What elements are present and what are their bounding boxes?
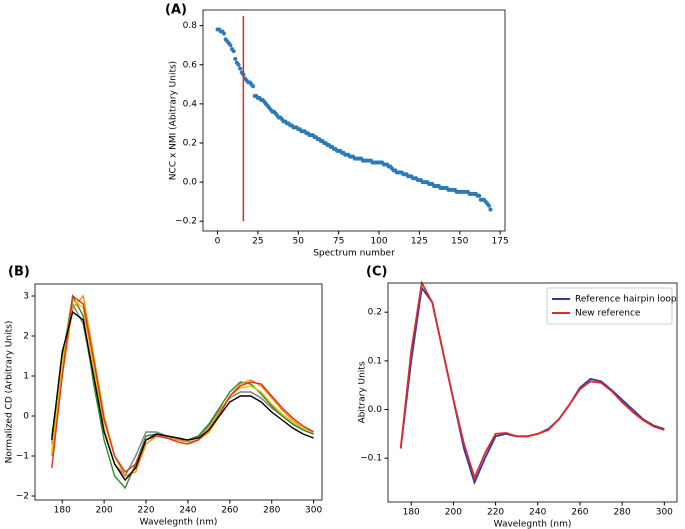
y-tick-label: 2 (23, 332, 29, 342)
series-line (51, 293, 314, 490)
x-tick-label: 300 (656, 508, 673, 518)
series-line (51, 298, 314, 482)
x-tick-label: 50 (293, 237, 305, 247)
series-line (51, 310, 314, 482)
point (488, 207, 493, 212)
x-tick-label: 125 (411, 237, 428, 247)
x-tick-label: 280 (614, 508, 631, 518)
point (486, 203, 491, 208)
x-tick-label: 150 (451, 237, 468, 247)
y-tick-label: −2 (16, 492, 29, 502)
y-tick-label: 0.0 (183, 178, 198, 188)
y-axis-label: NCC x NMI (Abitrary Units) (169, 61, 179, 180)
point (231, 49, 236, 54)
y-tick-label: 0.1 (368, 356, 382, 366)
x-tick-label: 240 (529, 508, 546, 518)
x-tick-label: 180 (54, 506, 71, 516)
x-axis-label: Wavelegnth (nm) (494, 520, 572, 529)
y-tick-label: 0.2 (368, 308, 382, 318)
y-tick-label: 3 (23, 292, 29, 302)
panel-label: (B) (8, 265, 30, 280)
x-tick-label: 100 (370, 237, 387, 247)
x-tick-label: 260 (221, 506, 238, 516)
x-tick-label: 220 (487, 508, 504, 518)
y-tick-label: −0.2 (175, 217, 197, 227)
point (228, 43, 233, 48)
x-tick-label: 280 (263, 506, 280, 516)
y-tick-label: 1 (23, 372, 29, 382)
point (221, 31, 226, 36)
y-tick-label: −0.1 (360, 454, 382, 464)
plot-frame (34, 283, 323, 501)
series-line (399, 280, 665, 481)
x-axis-label: Spectrum number (313, 249, 395, 259)
legend-label: New reference (575, 309, 641, 319)
y-axis-label: Normalized CD (Arbitrary Units) (5, 321, 15, 464)
x-tick-label: 200 (445, 508, 462, 518)
y-axis-label: Abitrary Units (358, 361, 368, 423)
plot-frame (387, 282, 678, 503)
plot-frame (202, 9, 506, 232)
series-line (51, 294, 314, 477)
legend-box (546, 287, 673, 325)
y-tick-label: 0.0 (368, 405, 383, 415)
y-tick-label: 0.6 (183, 60, 198, 70)
panel-label: (C) (366, 265, 387, 280)
y-tick-label: 0 (23, 412, 29, 422)
series-line (51, 294, 314, 474)
panel-label: (A) (165, 3, 187, 18)
y-tick-label: 0.4 (183, 99, 198, 109)
legend-label: Reference hairpin loop (575, 295, 677, 305)
point (236, 62, 241, 67)
x-tick-label: 180 (403, 508, 420, 518)
point (238, 66, 243, 71)
y-tick-label: 0.2 (183, 138, 197, 148)
x-tick-label: 260 (571, 508, 588, 518)
x-axis-label: Wavelegnth (nm) (140, 518, 218, 528)
x-tick-label: 25 (252, 237, 263, 247)
x-tick-label: 300 (305, 506, 322, 516)
y-tick-label: 0.8 (183, 21, 198, 31)
x-tick-label: 75 (333, 237, 344, 247)
point (251, 84, 256, 89)
x-tick-label: 175 (492, 237, 509, 247)
x-tick-label: 220 (137, 506, 154, 516)
point (477, 193, 482, 198)
point (233, 56, 238, 61)
x-tick-label: 200 (96, 506, 113, 516)
x-tick-label: 0 (215, 237, 221, 247)
x-tick-label: 240 (179, 506, 196, 516)
series-line (51, 301, 314, 478)
y-tick-label: −1 (16, 452, 29, 462)
